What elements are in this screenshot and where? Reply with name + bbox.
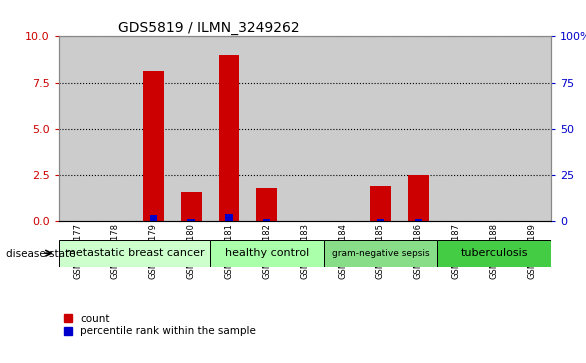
Bar	[323, 240, 437, 267]
Bar	[408, 175, 429, 221]
Bar	[437, 240, 551, 267]
Bar	[362, 36, 400, 221]
Bar	[437, 36, 475, 221]
Bar	[226, 215, 233, 221]
Bar	[323, 36, 362, 221]
Bar	[188, 219, 195, 221]
Bar	[257, 188, 277, 221]
Bar	[370, 186, 391, 221]
Bar	[172, 36, 210, 221]
Bar	[475, 36, 513, 221]
Bar	[400, 36, 437, 221]
Bar	[59, 36, 97, 221]
Bar	[219, 55, 240, 221]
Bar	[59, 240, 210, 267]
Bar	[248, 36, 286, 221]
Bar	[286, 36, 323, 221]
Text: healthy control: healthy control	[224, 248, 309, 258]
Bar	[143, 72, 163, 221]
Text: disease state: disease state	[6, 249, 76, 259]
Text: GDS5819 / ILMN_3249262: GDS5819 / ILMN_3249262	[118, 21, 299, 35]
Bar	[263, 219, 271, 221]
Bar	[149, 215, 157, 221]
Text: gram-negative sepsis: gram-negative sepsis	[332, 249, 430, 258]
Bar	[210, 240, 323, 267]
Bar	[134, 36, 172, 221]
Bar	[180, 192, 202, 221]
Text: metastatic breast cancer: metastatic breast cancer	[64, 248, 204, 258]
Bar	[415, 219, 422, 221]
Bar	[97, 36, 134, 221]
Bar	[210, 36, 248, 221]
Text: tuberculosis: tuberculosis	[460, 248, 528, 258]
Bar	[513, 36, 551, 221]
Bar	[377, 219, 384, 221]
Legend: count, percentile rank within the sample: count, percentile rank within the sample	[64, 314, 256, 337]
